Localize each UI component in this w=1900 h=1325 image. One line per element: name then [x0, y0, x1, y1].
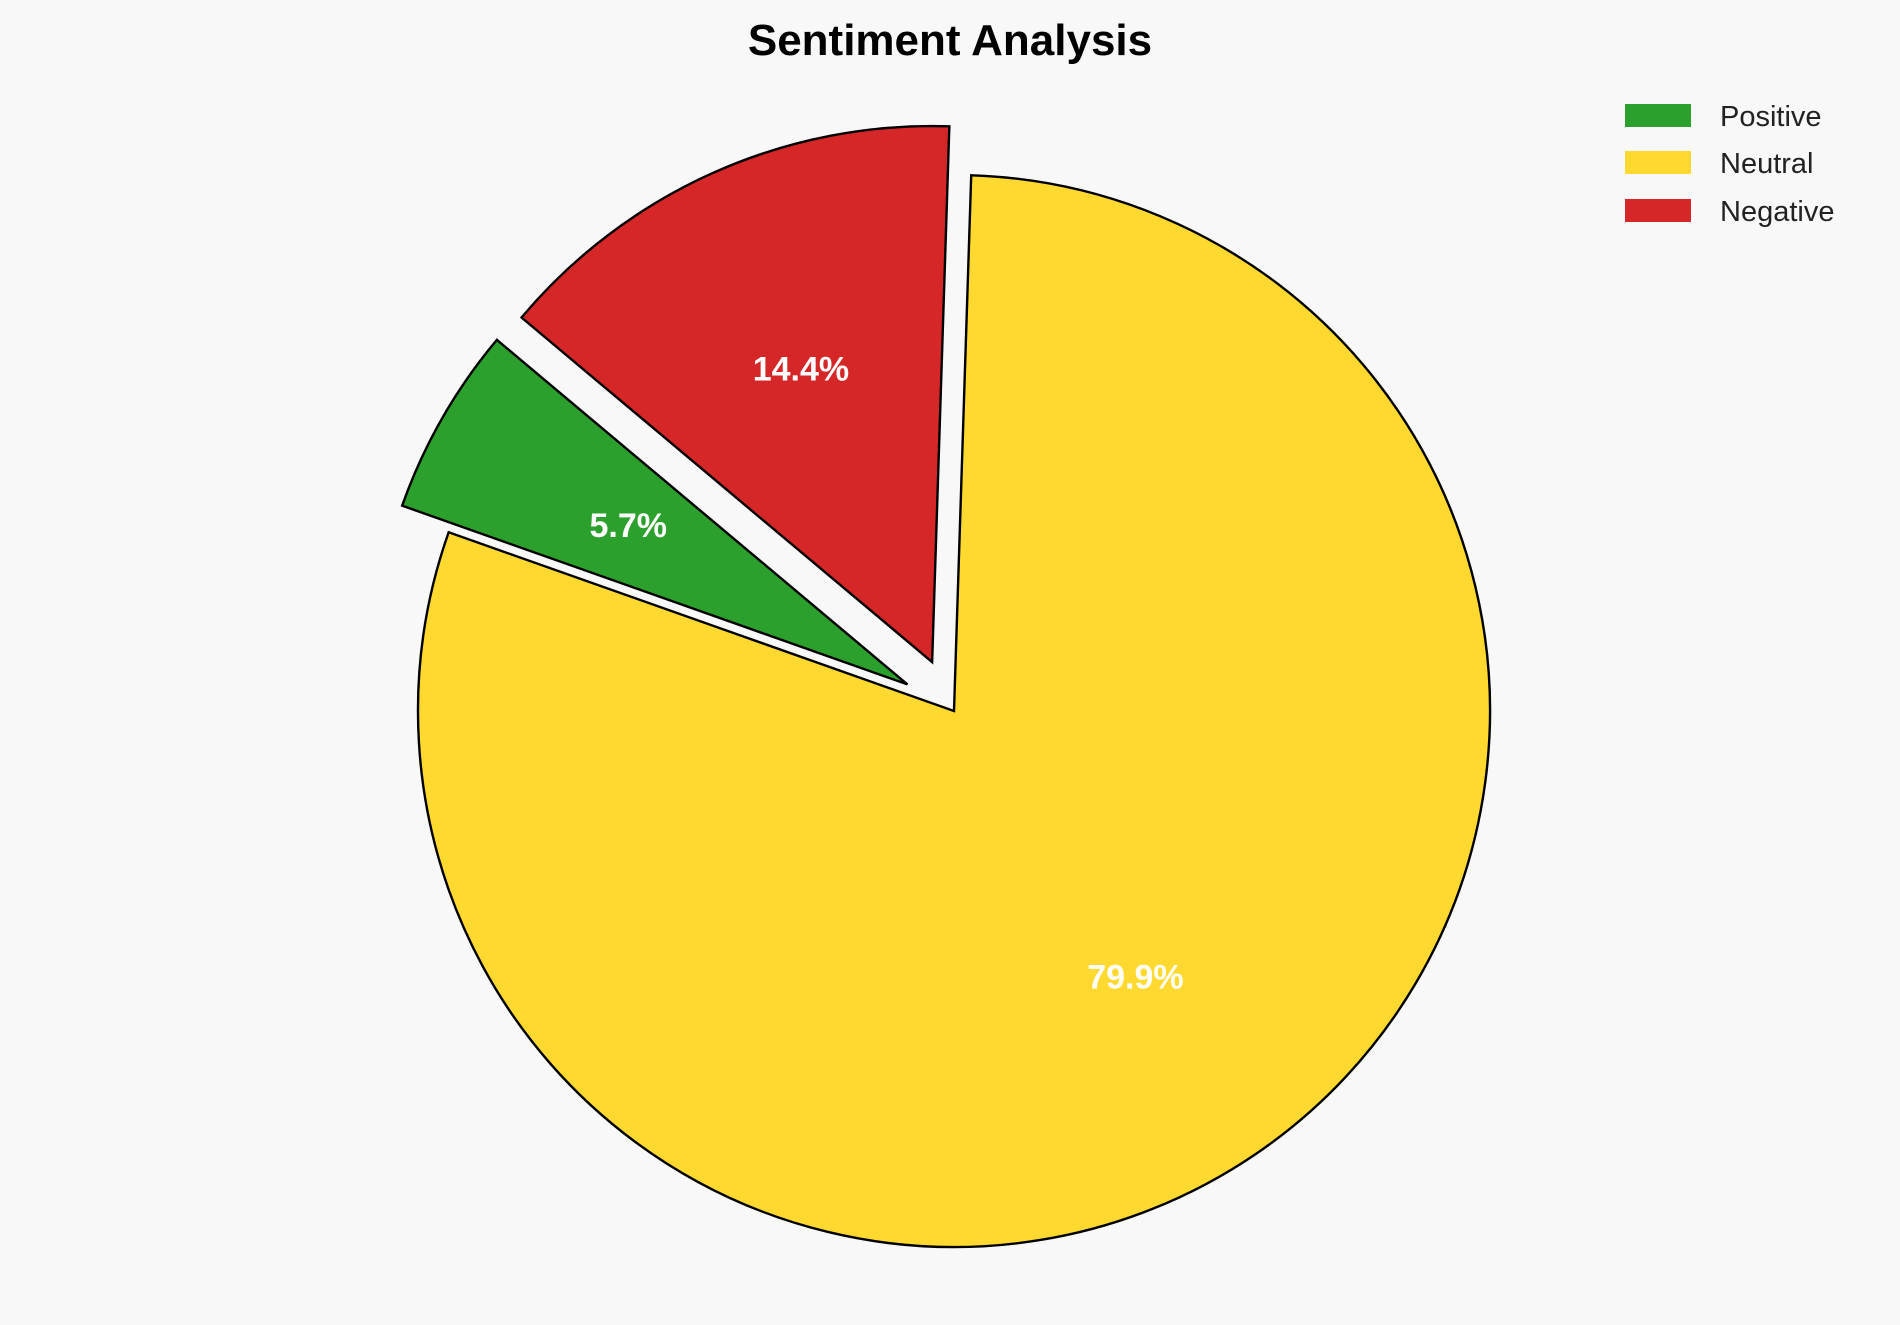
legend-label-negative: Negative — [1720, 196, 1834, 228]
chart-title: Sentiment Analysis — [748, 16, 1152, 65]
legend-swatch-positive — [1625, 104, 1691, 127]
legend-label-positive: Positive — [1720, 101, 1822, 133]
legend-swatch-neutral — [1625, 151, 1691, 174]
pie-slices — [400, 124, 1492, 1249]
legend: Positive Neutral Negative — [1625, 101, 1834, 228]
pie-label-negative: 14.4% — [753, 350, 849, 388]
pie-labels: 5.7% 79.9% 14.4% — [589, 350, 1183, 996]
pie-label-positive: 5.7% — [589, 507, 667, 545]
legend-swatch-negative — [1625, 199, 1691, 222]
pie-slice-negative — [519, 124, 951, 665]
pie-label-neutral: 79.9% — [1087, 959, 1183, 997]
pie-slice-positive — [400, 338, 909, 686]
pie-slice-neutral — [416, 174, 1492, 1249]
legend-label-neutral: Neutral — [1720, 148, 1814, 180]
